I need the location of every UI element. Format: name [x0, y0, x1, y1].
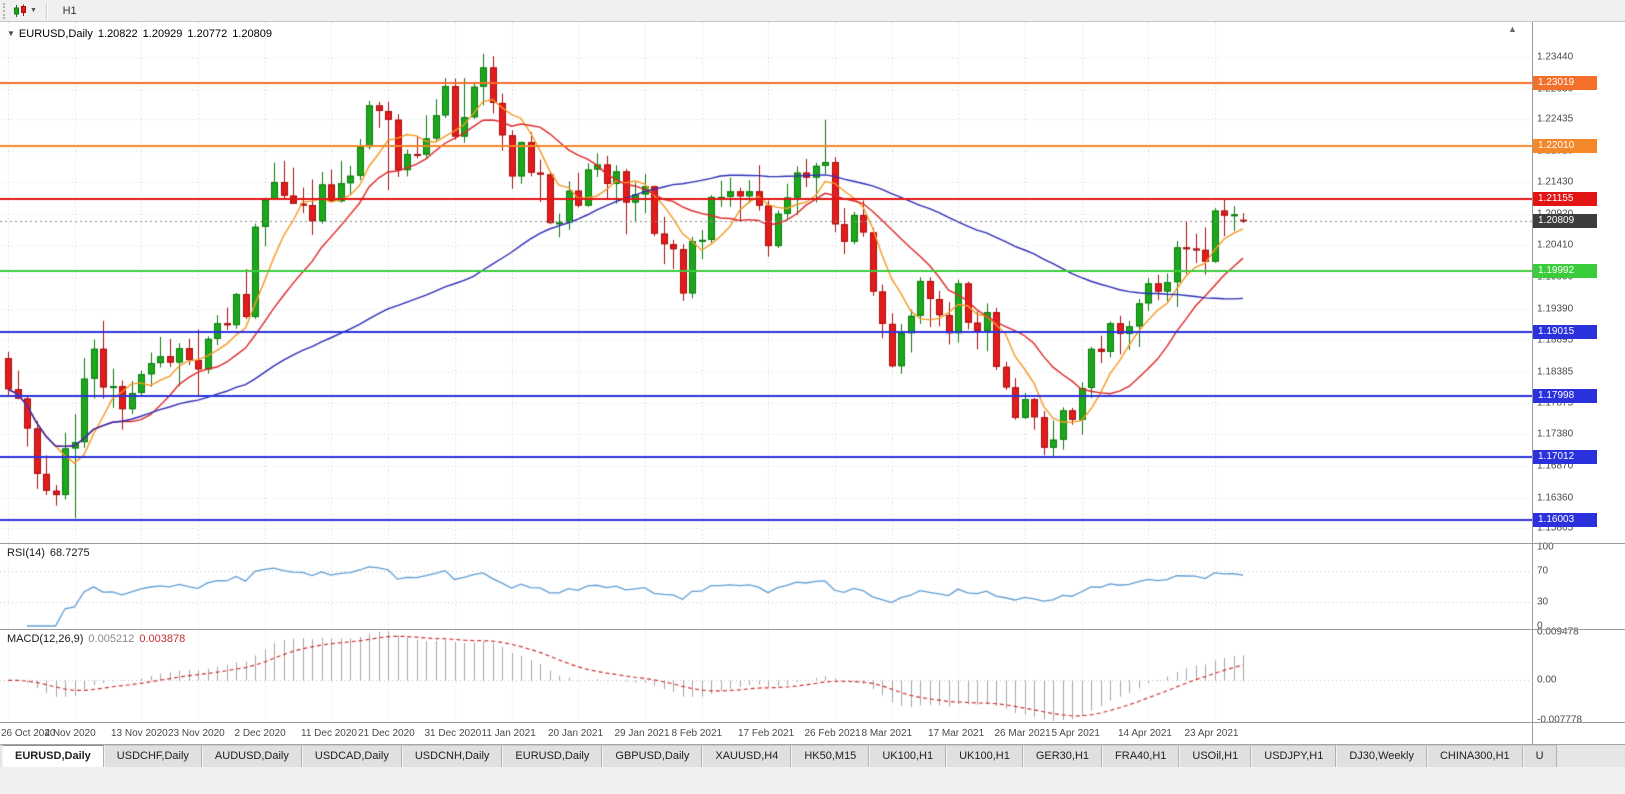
chart-tab-xauusd-h4[interactable]: XAUUSD,H4 — [702, 745, 792, 767]
toolbar-separator — [45, 2, 48, 19]
footer-filler — [0, 767, 1625, 794]
chart-tab-usdcad-daily[interactable]: USDCAD,Daily — [301, 745, 402, 767]
rsi-axis-label: 30 — [1537, 596, 1549, 608]
price-axis-label: 1.23440 — [1537, 51, 1574, 63]
chart-tab-ger30-h1[interactable]: GER30,H1 — [1022, 745, 1103, 767]
main-chart-canvas[interactable] — [0, 22, 1532, 543]
high-value: 1.20929 — [142, 28, 183, 40]
date-axis-label: 23 Apr 2021 — [1184, 728, 1239, 739]
date-axis-label: 26 Oct 2020 — [1, 728, 56, 739]
rsi-axis-label: 70 — [1537, 565, 1549, 577]
toolbar-grip[interactable] — [3, 2, 7, 19]
date-axis-label: 11 Dec 2020 — [301, 728, 357, 739]
panel-separator[interactable] — [0, 543, 1625, 544]
macd-main-value: 0.005212 — [88, 633, 135, 645]
level-price-box: 1.22010 — [1533, 138, 1597, 153]
date-axis-label: 20 Jan 2021 — [548, 728, 604, 739]
date-axis-label: 26 Mar 2021 — [994, 728, 1051, 739]
symbol-dropdown-icon[interactable]: ▼ — [7, 29, 15, 38]
candlestick-chart-icon[interactable] — [11, 3, 29, 19]
chart-tab-bar: EURUSD,Daily USDCHF,Daily AUDUSD,Daily USDC… — [0, 744, 1625, 767]
rsi-indicator-label: RSI(14) 68.7275 — [7, 547, 95, 559]
date-axis-label: 2 Dec 2020 — [234, 728, 286, 739]
date-axis-label: 8 Mar 2021 — [861, 728, 913, 739]
date-axis-label: 21 Dec 2020 — [358, 728, 415, 739]
macd-axis-label: -0.007778 — [1537, 714, 1583, 726]
price-axis-label: 1.22435 — [1537, 113, 1574, 125]
macd-signal-value: 0.003878 — [139, 633, 186, 645]
price-axis-label: 1.16870 — [1537, 460, 1574, 472]
chart-title: ▼ EURUSD,Daily 1.20822 1.20929 1.20772 1.2080… — [7, 28, 277, 40]
level-price-box: 1.19015 — [1533, 325, 1597, 340]
price-axis-label: 1.17380 — [1537, 428, 1574, 440]
chart-tab-gbpusd-daily[interactable]: GBPUSD,Daily — [602, 745, 703, 767]
scroll-to-end-icon: ▲ — [1508, 24, 1517, 34]
date-axis-label: 17 Mar 2021 — [928, 728, 985, 739]
date-axis-label: 5 Apr 2021 — [1051, 728, 1100, 739]
chart-tab-usoil-h1[interactable]: USOil,H1 — [1179, 745, 1252, 767]
price-axis-divider — [1532, 22, 1533, 744]
panel-separator[interactable] — [0, 629, 1625, 630]
chart-tab-hk50-m15[interactable]: HK50,M15 — [791, 745, 870, 767]
macd-indicator-label: MACD(12,26,9) 0.005212 0.003878 — [7, 633, 190, 645]
low-value: 1.20772 — [187, 28, 228, 40]
rsi-name: RSI(14) — [7, 547, 45, 559]
rsi-value: 68.7275 — [49, 547, 90, 559]
macd-axis-label: 0.00 — [1537, 674, 1557, 686]
close-value: 1.20809 — [232, 28, 272, 40]
date-axis-label: 29 Jan 2021 — [614, 728, 670, 739]
price-axis-label: 1.18385 — [1537, 366, 1574, 377]
level-price-box: 1.21155 — [1533, 192, 1597, 207]
chart-tab-audusd-daily[interactable]: AUDUSD,Daily — [201, 745, 302, 767]
rsi-panel-canvas[interactable] — [0, 544, 1532, 629]
panel-separator — [0, 722, 1625, 723]
chart-tab-eurusd-daily[interactable]: EURUSD,Daily — [502, 745, 603, 767]
date-axis-label: 8 Feb 2021 — [671, 728, 723, 739]
level-price-box: 1.17998 — [1533, 388, 1597, 403]
chart-tab-u[interactable]: U — [1522, 745, 1557, 767]
chart-tab-usdjpy-h1[interactable]: USDJPY,H1 — [1251, 745, 1337, 767]
date-axis[interactable]: 26 Oct 2020 4 Nov 2020 13 Nov 2020 23 Nov 2… — [0, 722, 1532, 744]
chart-window: ▼ EURUSD,Daily 1.20822 1.20929 1.20772 1.2080… — [0, 22, 1625, 744]
date-axis-label: 17 Feb 2021 — [738, 728, 795, 739]
chart-tab-eurusd-daily[interactable]: EURUSD,Daily — [2, 745, 104, 767]
date-axis-label: 31 Dec 2020 — [424, 728, 482, 739]
rsi-axis-label: 0 — [1537, 620, 1543, 632]
chart-tab-china300-h1[interactable]: CHINA300,H1 — [1426, 745, 1523, 767]
date-axis-label: 26 Feb 2021 — [804, 728, 861, 739]
price-axis-label: 1.18895 — [1537, 334, 1574, 346]
bid-price-box: 1.20809 — [1533, 213, 1597, 228]
date-axis-label: 11 Jan 2021 — [481, 728, 536, 739]
chart-tab-fra40-h1[interactable]: FRA40,H1 — [1102, 745, 1180, 767]
chart-tab-usdchf-daily[interactable]: USDCHF,Daily — [103, 745, 202, 767]
date-axis-label: 23 Nov 2020 — [168, 728, 225, 739]
price-axis-label: 1.17875 — [1537, 397, 1574, 409]
symbol-timeframe-label: EURUSD,Daily — [18, 28, 93, 40]
price-axis-label: 1.21430 — [1537, 176, 1574, 188]
price-axis-label: 1.15865 — [1537, 522, 1574, 534]
price-axis-label: 1.16360 — [1537, 492, 1574, 504]
chart-type-dropdown-icon[interactable]: ▼ — [30, 7, 37, 14]
price-axis-label: 1.19390 — [1537, 303, 1574, 315]
price-axis-label: 1.20410 — [1537, 239, 1574, 251]
macd-axis-label: 0.009478 — [1537, 626, 1579, 638]
level-price-box: 1.23019 — [1533, 76, 1597, 91]
date-axis-label: 4 Nov 2020 — [44, 728, 96, 739]
timeframe-button-h1[interactable]: H1 — [62, 4, 77, 17]
chart-tab-uk100-h1[interactable]: UK100,H1 — [869, 745, 947, 767]
rsi-axis-label: 100 — [1537, 541, 1554, 553]
macd-panel-canvas[interactable] — [0, 630, 1532, 722]
candlestick-chart-glyph — [14, 4, 26, 17]
level-price-box: 1.17012 — [1533, 449, 1597, 464]
level-price-box: 1.19992 — [1533, 264, 1597, 279]
chart-tab-dj30-weekly[interactable]: DJ30,Weekly — [1336, 745, 1427, 767]
chart-tab-uk100-h1[interactable]: UK100,H1 — [946, 745, 1023, 767]
chart-tab-usdcnh-daily[interactable]: USDCNH,Daily — [401, 745, 503, 767]
macd-name: MACD(12,26,9) — [7, 633, 84, 645]
date-axis-label: 14 Apr 2021 — [1118, 728, 1172, 739]
date-axis-label: 13 Nov 2020 — [111, 728, 168, 739]
open-value: 1.20822 — [97, 28, 138, 40]
level-price-box: 1.16003 — [1533, 512, 1597, 527]
toolbar: ▼ M1M5M15M30H1H4D1W1MN — [0, 0, 1625, 89]
